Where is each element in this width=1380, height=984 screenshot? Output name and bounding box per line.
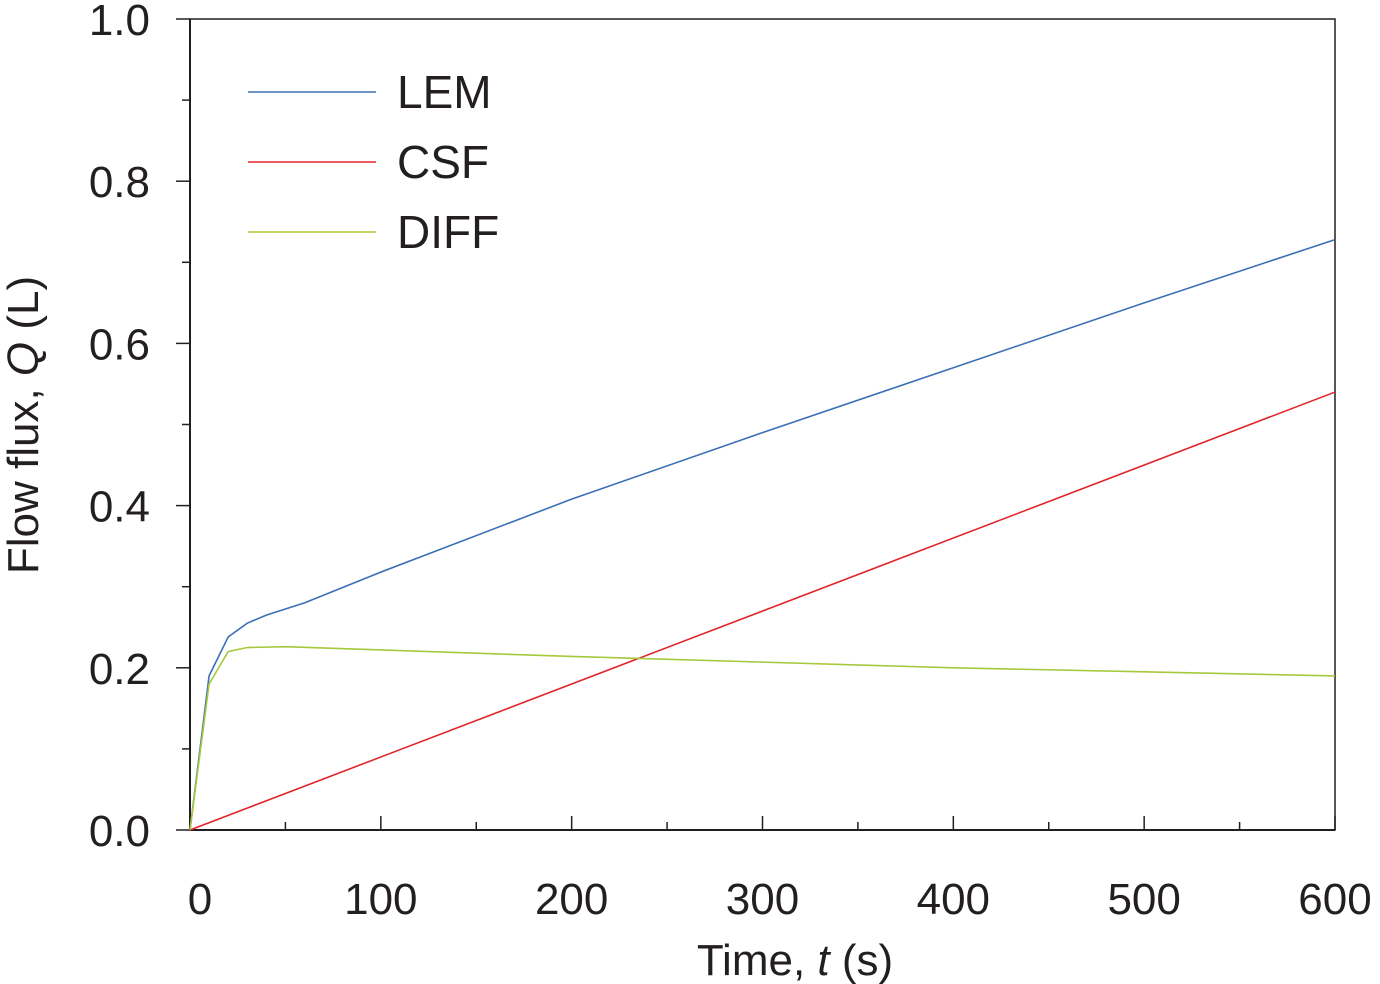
x-tick-label: 200 [535, 875, 608, 924]
legend-label-diff: DIFF [397, 206, 499, 258]
x-tick-label: 500 [1107, 875, 1180, 924]
axis-ticks: 0 100 200 300 400 500 600 0.0 0.2 0.4 0.6 0.8 1.0 [89, 0, 1372, 924]
series-line-diff [189, 645, 1336, 831]
plot-border [189, 18, 1336, 831]
series-line-lem [189, 238, 1336, 831]
x-tick-label: 600 [1298, 875, 1371, 924]
legend: LEM CSF DIFF [248, 66, 499, 258]
y-tick-label: 0.0 [89, 807, 150, 856]
x-tick-label: 400 [917, 875, 990, 924]
y-tick-label: 0.2 [89, 645, 150, 694]
series-lines [189, 238, 1336, 831]
y-tick-label: 0.6 [89, 320, 150, 369]
y-tick-label: 1.0 [89, 0, 150, 45]
legend-label-lem: LEM [397, 66, 492, 118]
y-axis-title: Flow flux, Q (L) [0, 276, 48, 574]
legend-label-csf: CSF [397, 136, 489, 188]
x-tick-label: 100 [344, 875, 417, 924]
y-tick-label: 0.4 [89, 483, 150, 532]
x-axis-title: Time, t (s) [697, 936, 893, 984]
series-line-csf [189, 391, 1336, 831]
x-tick-label: 300 [726, 875, 799, 924]
plot-frame [189, 18, 1336, 831]
x-tick-label: 0 [188, 875, 212, 924]
y-tick-label: 0.8 [89, 158, 150, 207]
